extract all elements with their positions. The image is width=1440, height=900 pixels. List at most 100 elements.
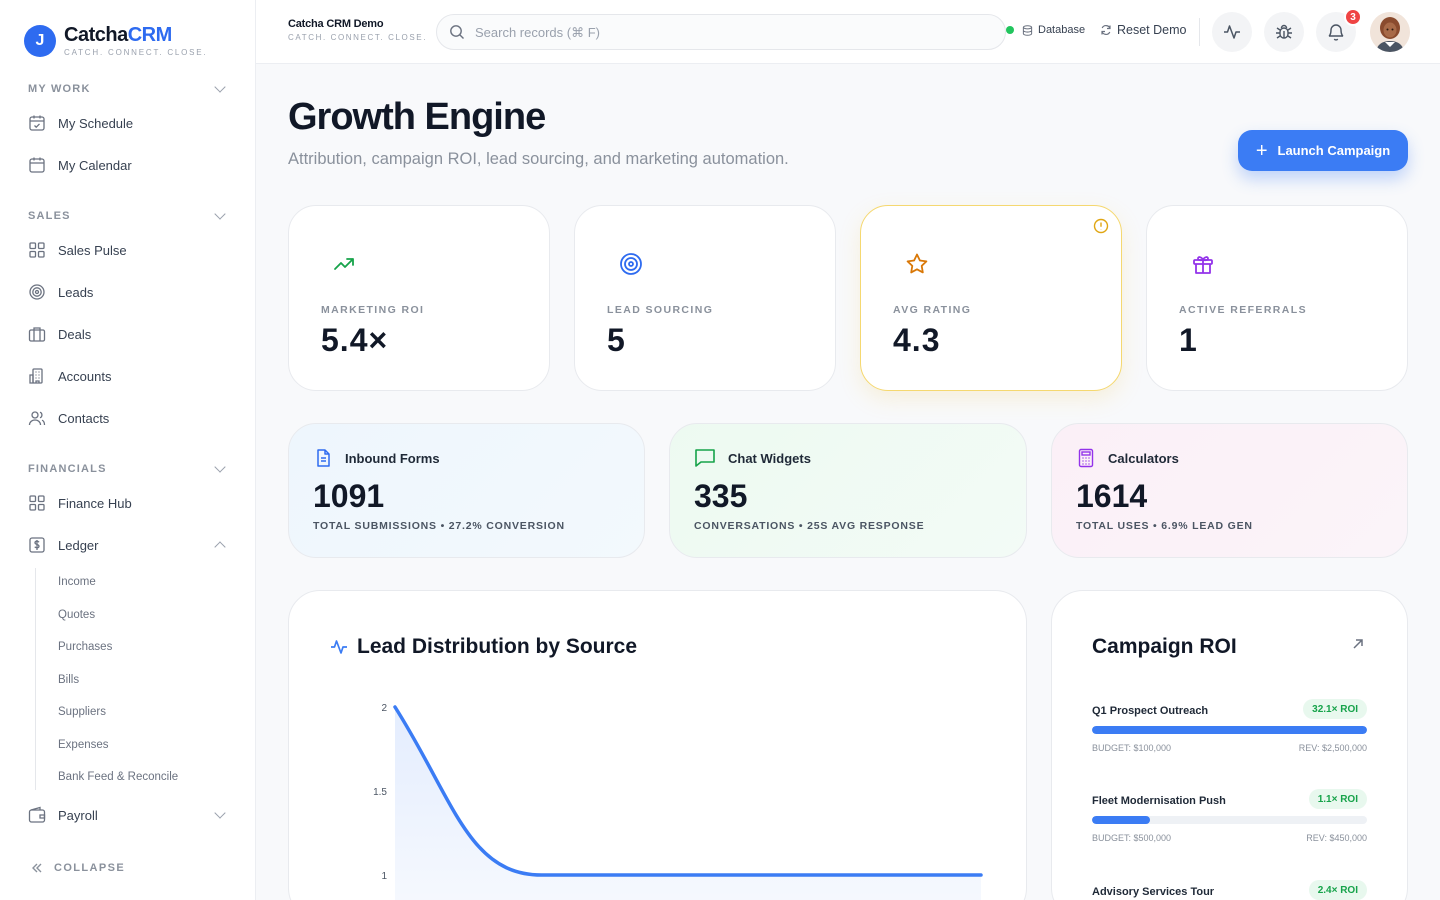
sidebar-item-label: Payroll bbox=[58, 807, 98, 823]
sidebar-item-label: Finance Hub bbox=[58, 495, 132, 511]
lead-distribution-panel: Lead Distribution by Source 2 1.5 1 bbox=[288, 590, 1027, 900]
sidebar-item-accounts[interactable]: Accounts bbox=[28, 362, 228, 390]
data-point[interactable] bbox=[393, 705, 397, 709]
sidebar-item-label: Ledger bbox=[58, 537, 99, 553]
stat-value: 5.4× bbox=[321, 322, 389, 358]
widget-title: Chat Widgets bbox=[728, 450, 811, 466]
database-label: Database bbox=[1038, 24, 1086, 36]
data-point[interactable] bbox=[979, 873, 983, 877]
database-status[interactable]: Database bbox=[1006, 24, 1085, 36]
plus-icon: + bbox=[1255, 139, 1268, 162]
y-tick-label: 2 bbox=[381, 703, 387, 714]
roi-progress-track bbox=[1092, 816, 1367, 824]
sidebar-subitem-quotes[interactable]: Quotes bbox=[58, 609, 96, 621]
series-line bbox=[393, 705, 983, 877]
reset-demo-button[interactable]: Reset Demo bbox=[1100, 23, 1186, 37]
widget-value: 335 bbox=[694, 478, 748, 514]
sidebar-item-my-calendar[interactable]: My Calendar bbox=[28, 151, 228, 179]
gift-icon bbox=[1189, 250, 1217, 278]
data-point[interactable] bbox=[833, 873, 837, 877]
widget-card-chat-widgets[interactable]: Chat Widgets 335 CONVERSATIONS • 25S AVG… bbox=[669, 423, 1027, 558]
campaign-budget: BUDGET: $100,000 bbox=[1092, 743, 1172, 753]
database-icon bbox=[1022, 24, 1033, 36]
chart-title: Lead Distribution by Source bbox=[329, 635, 637, 659]
widget-card-calculators[interactable]: Calculators 1614 TOTAL USES • 6.9% LEAD … bbox=[1051, 423, 1408, 558]
calendar-check-icon bbox=[28, 114, 46, 132]
widget-title: Inbound Forms bbox=[345, 450, 440, 466]
brand-logo: J bbox=[24, 24, 56, 57]
data-point[interactable] bbox=[540, 873, 544, 877]
campaign-revenue: REV: $450,000 bbox=[1306, 833, 1367, 843]
launch-campaign-button[interactable]: + Launch Campaign bbox=[1238, 130, 1408, 171]
section-my-work[interactable]: MY WORK bbox=[28, 81, 228, 95]
sidebar-item-my-schedule[interactable]: My Schedule bbox=[28, 109, 228, 137]
roi-progress-track bbox=[1092, 726, 1367, 734]
notifications-button[interactable]: 3 bbox=[1316, 8, 1362, 52]
activity-button[interactable] bbox=[1212, 12, 1252, 52]
trending-up-icon bbox=[331, 250, 359, 278]
data-point[interactable] bbox=[686, 873, 690, 877]
stat-card-lead-sourcing[interactable]: LEAD SOURCING 5 bbox=[574, 205, 836, 391]
chevron-down-icon bbox=[214, 81, 226, 93]
sidebar-item-label: Deals bbox=[58, 326, 92, 342]
collapse-sidebar-button[interactable]: COLLAPSE bbox=[30, 861, 125, 875]
status-dot bbox=[1006, 26, 1014, 34]
briefcase-icon bbox=[28, 325, 46, 343]
stat-label: LEAD SOURCING bbox=[607, 304, 714, 316]
workspace-switcher[interactable]: Catcha CRM Demo CATCH. CONNECT. CLOSE. bbox=[288, 18, 427, 42]
stat-value: 4.3 bbox=[893, 322, 941, 358]
sidebar: J CatchaCRM CATCH. CONNECT. CLOSE. MY WO… bbox=[0, 0, 256, 900]
campaign-name: Advisory Services Tour bbox=[1092, 886, 1215, 898]
sidebar-subitem-expenses[interactable]: Expenses bbox=[58, 739, 109, 751]
external-link-icon[interactable] bbox=[1351, 637, 1365, 656]
sidebar-item-label: My Schedule bbox=[58, 115, 134, 131]
stat-label: AVG RATING bbox=[893, 304, 972, 316]
sidebar-subitem-suppliers[interactable]: Suppliers bbox=[58, 706, 106, 718]
campaign-name: Q1 Prospect Outreach bbox=[1092, 705, 1209, 717]
sidebar-subitem-bills[interactable]: Bills bbox=[58, 674, 80, 686]
area-fill bbox=[395, 707, 981, 900]
widget-meta: TOTAL SUBMISSIONS • 27.2% CONVERSION bbox=[313, 520, 565, 532]
widget-meta: CONVERSATIONS • 25S AVG RESPONSE bbox=[694, 520, 925, 532]
campaign-revenue: REV: $2,500,000 bbox=[1298, 743, 1367, 753]
section-financials[interactable]: FINANCIALS bbox=[28, 461, 228, 475]
reset-label: Reset Demo bbox=[1117, 23, 1187, 37]
stat-card-marketing-roi[interactable]: MARKETING ROI 5.4× bbox=[288, 205, 550, 391]
chevron-up-icon bbox=[214, 541, 226, 553]
debug-button[interactable] bbox=[1264, 12, 1304, 52]
sidebar-item-payroll[interactable]: Payroll bbox=[28, 801, 228, 829]
sidebar-item-label: Sales Pulse bbox=[58, 242, 127, 258]
sidebar-item-leads[interactable]: Leads bbox=[28, 278, 228, 306]
sidebar-subitem-income[interactable]: Income bbox=[58, 576, 96, 588]
brand[interactable]: J CatchaCRM CATCH. CONNECT. CLOSE. bbox=[24, 24, 207, 57]
stat-card-active-referrals[interactable]: ACTIVE REFERRALS 1 bbox=[1146, 205, 1408, 391]
roi-badge: 32.1× ROI bbox=[1303, 699, 1367, 719]
chevron-down-icon bbox=[214, 208, 226, 220]
roi-badge: 2.4× ROI bbox=[1308, 880, 1367, 900]
stat-card-avg-rating[interactable]: AVG RATING 4.3 bbox=[860, 205, 1122, 391]
sidebar-item-contacts[interactable]: Contacts bbox=[28, 404, 228, 432]
sidebar-item-finance-hub[interactable]: Finance Hub bbox=[28, 489, 228, 517]
alert-circle-icon[interactable] bbox=[1093, 218, 1109, 239]
campaign-budget: BUDGET: $500,000 bbox=[1092, 833, 1172, 843]
sidebar-subitem-bank-feed[interactable]: Bank Feed & Reconcile bbox=[58, 771, 179, 783]
section-sales[interactable]: SALES bbox=[28, 208, 228, 222]
document-icon bbox=[313, 448, 333, 468]
page-title: Growth Engine bbox=[288, 96, 546, 138]
brand-name: CatchaCRM bbox=[64, 24, 172, 46]
launch-campaign-label: Launch Campaign bbox=[1277, 143, 1391, 158]
chevron-down-icon bbox=[214, 461, 226, 473]
avatar[interactable] bbox=[1370, 12, 1410, 52]
widget-card-inbound-forms[interactable]: Inbound Forms 1091 TOTAL SUBMISSIONS • 2… bbox=[288, 423, 645, 558]
search-icon bbox=[450, 25, 464, 39]
sidebar-subitem-purchases[interactable]: Purchases bbox=[58, 641, 113, 653]
campaign-roi-panel: Campaign ROI Q1 Prospect Outreach 32.1× … bbox=[1051, 590, 1408, 900]
sidebar-item-sales-pulse[interactable]: Sales Pulse bbox=[28, 236, 228, 264]
search-bar[interactable] bbox=[436, 14, 1006, 50]
workspace-tagline: CATCH. CONNECT. CLOSE. bbox=[288, 33, 428, 42]
sidebar-item-ledger[interactable]: Ledger bbox=[28, 531, 228, 559]
activity-icon bbox=[1224, 25, 1240, 39]
search-input[interactable] bbox=[475, 24, 955, 40]
stat-value: 5 bbox=[607, 322, 626, 358]
sidebar-item-deals[interactable]: Deals bbox=[28, 320, 228, 348]
